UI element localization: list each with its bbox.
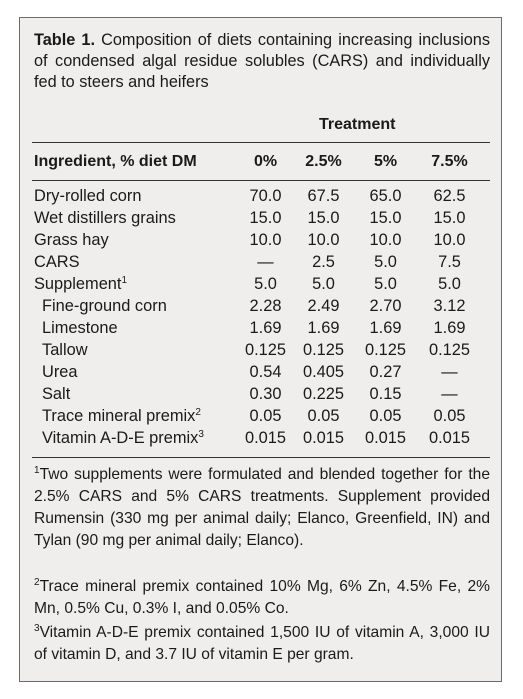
cell-value: 67.5 xyxy=(307,187,340,205)
cell-value: 15.0 xyxy=(369,209,402,227)
table-row: Supplement1 5.0 5.0 5.0 5.0 xyxy=(20,275,503,297)
cell-value: 0.015 xyxy=(244,429,287,447)
cell-value: 10.0 xyxy=(433,231,466,249)
table-row: Limestone 1.69 1.69 1.69 1.69 xyxy=(20,319,503,341)
table-row: Fine-ground corn 2.28 2.49 2.70 3.12 xyxy=(20,297,503,319)
ingredient-name: Limestone xyxy=(42,319,118,337)
cell-value: 2.70 xyxy=(369,297,402,315)
ingredient-name: Vitamin A-D-E premix3 xyxy=(42,429,204,447)
ingredient-name: Dry-rolled corn xyxy=(34,187,142,205)
ingredient-name: Fine-ground corn xyxy=(42,297,167,315)
ingredient-name: Salt xyxy=(42,385,71,403)
cell-value: 0.125 xyxy=(364,341,407,359)
table-caption: Table 1. Composition of diets containing… xyxy=(34,30,490,93)
cell-value: 10.0 xyxy=(249,231,282,249)
header-0pct: 0% xyxy=(253,153,278,170)
cell-value: 0.05 xyxy=(249,407,282,425)
header-5pct: 5% xyxy=(373,153,398,170)
cell-value: 0.015 xyxy=(302,429,345,447)
cell-value: 0.30 xyxy=(249,385,282,403)
cell-value: 1.69 xyxy=(307,319,340,337)
cell-value: 0.05 xyxy=(369,407,402,425)
cell-value: — xyxy=(441,385,458,403)
cell-value: 0.54 xyxy=(249,363,282,381)
bottom-rule xyxy=(32,457,490,458)
cell-value: 0.225 xyxy=(302,385,345,403)
ingredient-name: Tallow xyxy=(42,341,88,359)
ingredient-name: Urea xyxy=(42,363,78,381)
cell-value: 0.05 xyxy=(307,407,340,425)
cell-value: 15.0 xyxy=(433,209,466,227)
cell-value: 15.0 xyxy=(249,209,282,227)
cell-value: 2.28 xyxy=(249,297,282,315)
cell-value: 2.49 xyxy=(307,297,340,315)
cell-value: — xyxy=(257,253,274,271)
cell-value: 3.12 xyxy=(433,297,466,315)
header-7-5pct: 7.5% xyxy=(431,153,468,170)
cell-value: 0.05 xyxy=(433,407,466,425)
header-rule xyxy=(32,180,490,181)
cell-value: 5.0 xyxy=(374,275,397,293)
cell-value: 5.0 xyxy=(438,275,461,293)
spanner-rule xyxy=(32,142,490,143)
cell-value: 7.5 xyxy=(438,253,461,271)
cell-value: 0.405 xyxy=(302,363,345,381)
ingredient-name: Grass hay xyxy=(34,231,109,249)
header-2-5pct: 2.5% xyxy=(305,153,342,170)
cell-value: 1.69 xyxy=(249,319,282,337)
ingredient-name: Wet distillers grains xyxy=(34,209,176,227)
cell-value: 70.0 xyxy=(249,187,282,205)
cell-value: 2.5 xyxy=(312,253,335,271)
table-row: Urea 0.54 0.405 0.27 — xyxy=(20,363,503,385)
footnote-3: 3Vitamin A-D-E premix contained 1,500 IU… xyxy=(34,623,490,664)
cell-value: 5.0 xyxy=(312,275,335,293)
caption-label: Table 1. xyxy=(34,31,95,49)
table-row: CARS — 2.5 5.0 7.5 xyxy=(20,253,503,275)
ingredient-name: Trace mineral premix2 xyxy=(42,407,201,425)
cell-value: 0.015 xyxy=(364,429,407,447)
cell-value: 65.0 xyxy=(369,187,402,205)
cell-value: 10.0 xyxy=(307,231,340,249)
table-row: Grass hay 10.0 10.0 10.0 10.0 xyxy=(20,231,503,253)
cell-value: 5.0 xyxy=(254,275,277,293)
table-row: Salt 0.30 0.225 0.15 — xyxy=(20,385,503,407)
cell-value: 5.0 xyxy=(374,253,397,271)
header-ingredient: Ingredient, % diet DM xyxy=(34,153,197,170)
cell-value: 0.125 xyxy=(428,341,471,359)
table-panel: Table 1. Composition of diets containing… xyxy=(19,17,502,682)
cell-value: 0.015 xyxy=(428,429,471,447)
table-row: Trace mineral premix2 0.05 0.05 0.05 0.05 xyxy=(20,407,503,429)
table-row: Wet distillers grains 15.0 15.0 15.0 15.0 xyxy=(20,209,503,231)
table-row: Vitamin A-D-E premix3 0.015 0.015 0.015 0.01… xyxy=(20,429,503,451)
treatment-spanner: Treatment xyxy=(319,116,396,133)
cell-value: 0.27 xyxy=(369,363,402,381)
table-row: Dry-rolled corn 70.0 67.5 65.0 62.5 xyxy=(20,187,503,209)
ingredient-name: Supplement1 xyxy=(34,275,128,293)
ingredient-name: CARS xyxy=(34,253,80,271)
cell-value: 10.0 xyxy=(369,231,402,249)
cell-value: 0.15 xyxy=(369,385,402,403)
cell-value: — xyxy=(441,363,458,381)
footnote-1: 1Two supplements were formulated and ble… xyxy=(34,465,490,550)
cell-value: 0.125 xyxy=(244,341,287,359)
cell-value: 15.0 xyxy=(307,209,340,227)
cell-value: 0.125 xyxy=(302,341,345,359)
caption-text: Composition of diets containing increasi… xyxy=(34,31,491,91)
cell-value: 62.5 xyxy=(433,187,466,205)
table-row: Tallow 0.125 0.125 0.125 0.125 xyxy=(20,341,503,363)
cell-value: 1.69 xyxy=(433,319,466,337)
footnote-2: 2Trace mineral premix contained 10% Mg, … xyxy=(34,577,490,618)
cell-value: 1.69 xyxy=(369,319,402,337)
